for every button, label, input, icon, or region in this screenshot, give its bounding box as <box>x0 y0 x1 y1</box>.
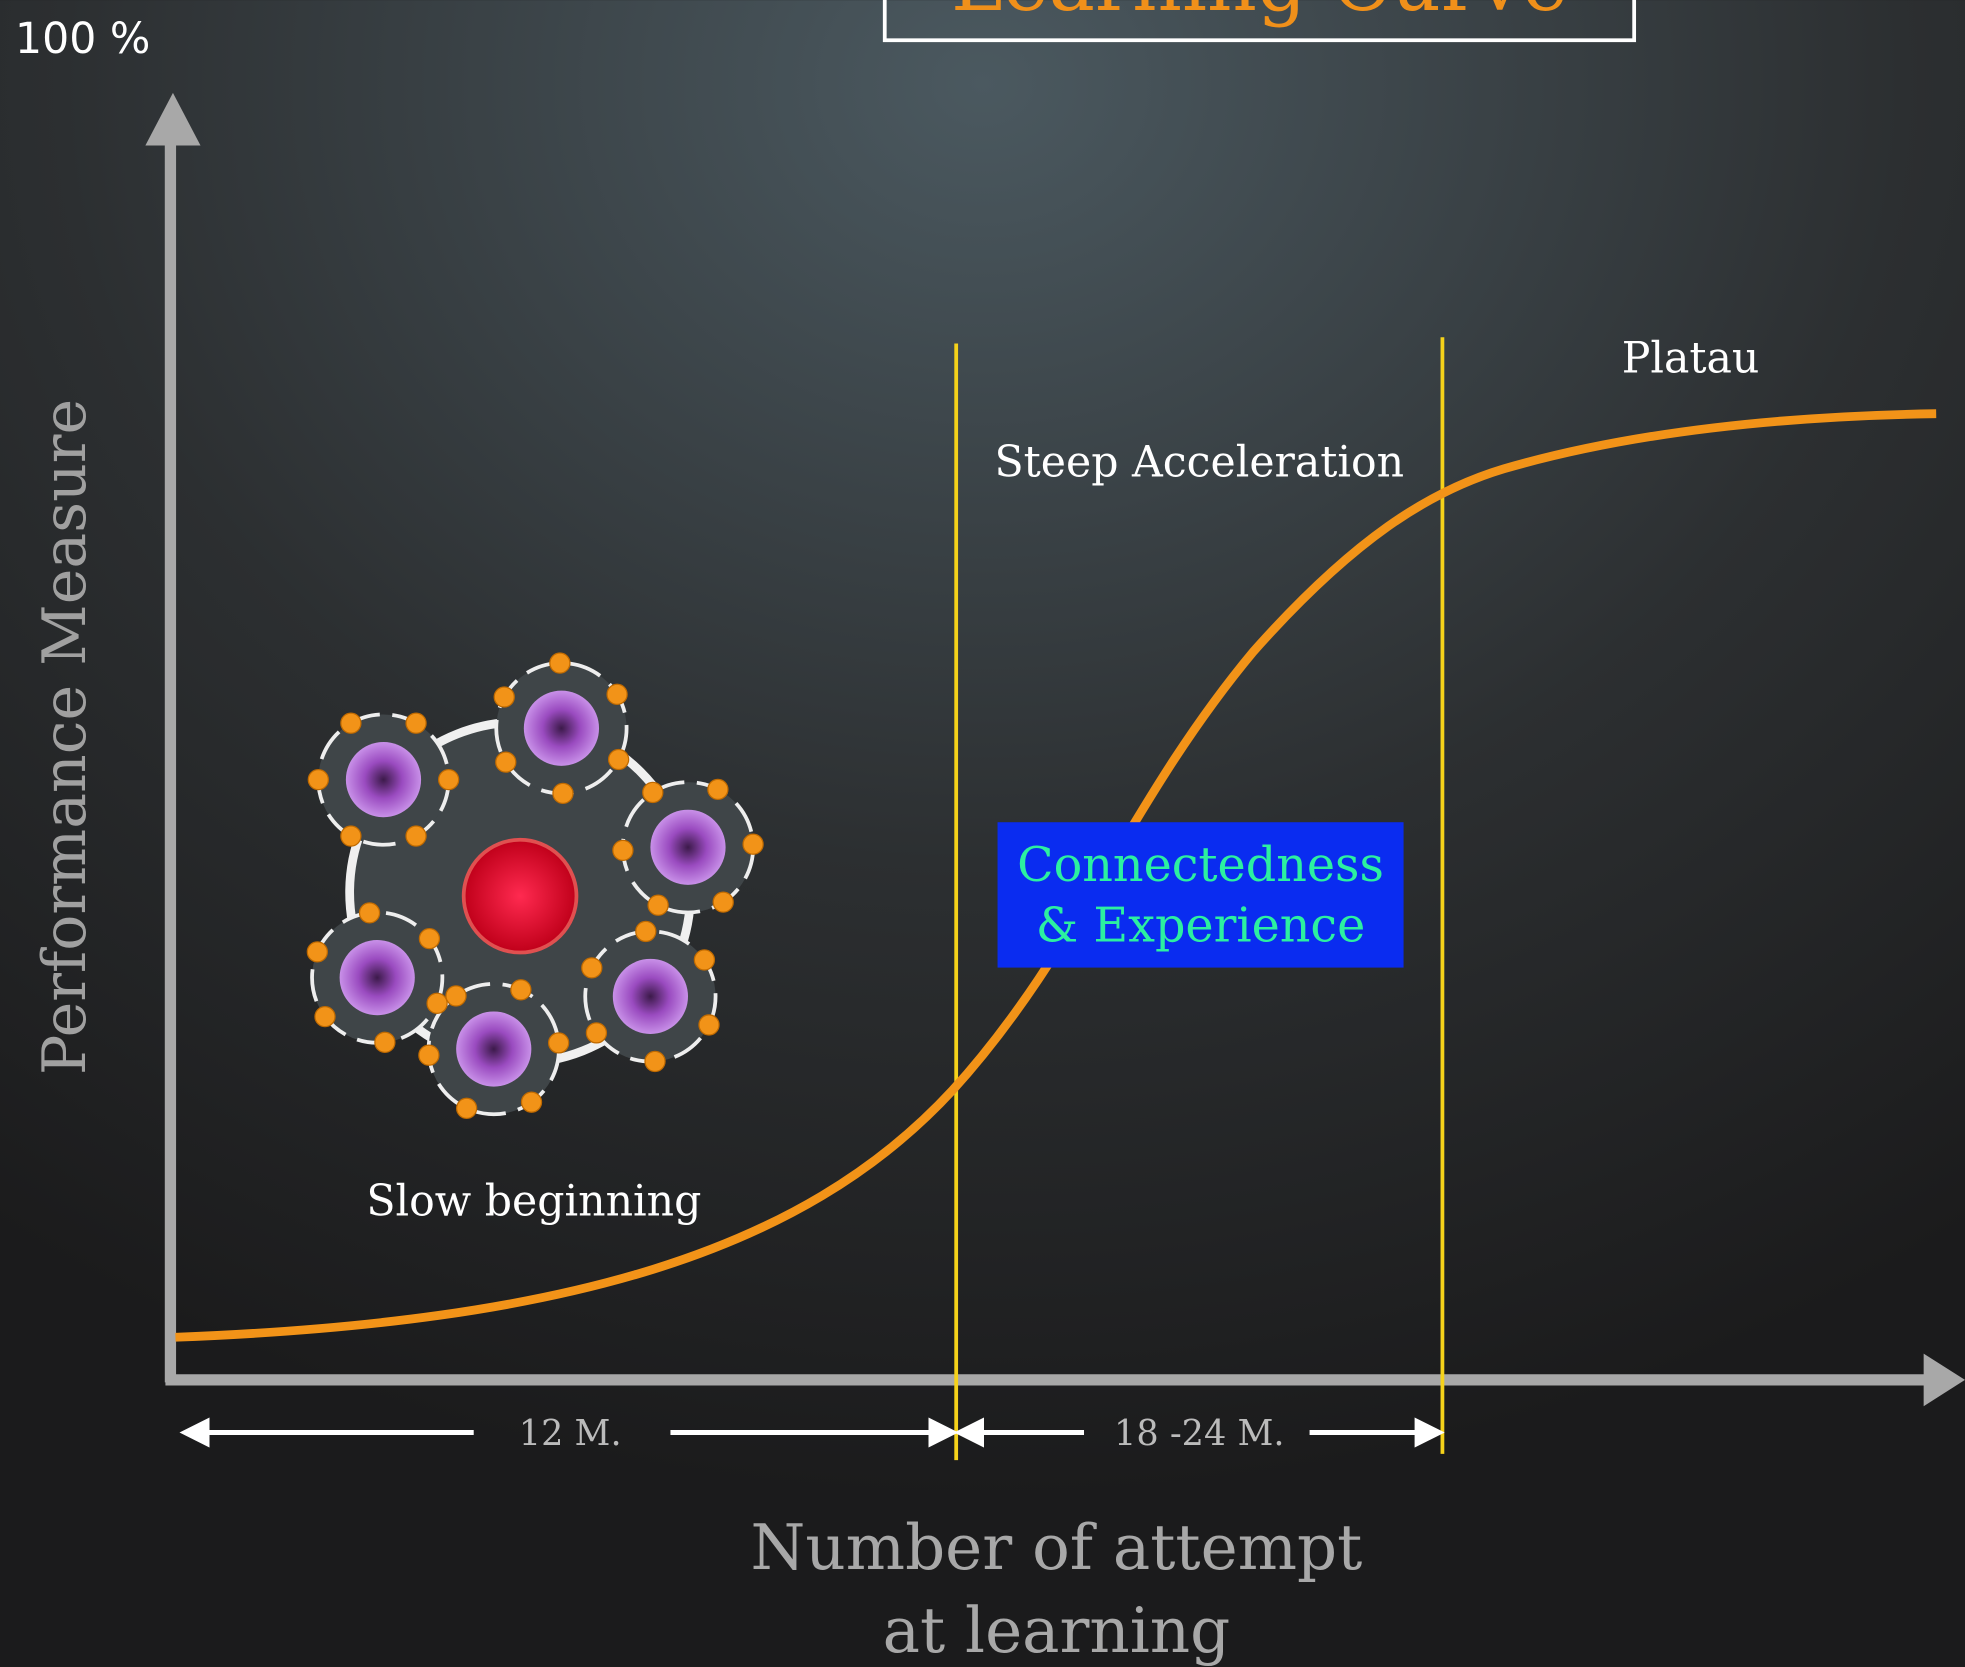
atom <box>345 742 422 818</box>
title: Learning Curve <box>951 0 1568 29</box>
electron <box>635 920 657 943</box>
electron <box>644 1050 666 1073</box>
electron <box>606 683 628 705</box>
duration-label: 18 -24 M. <box>1114 1413 1285 1454</box>
electron <box>495 751 517 773</box>
y-top-label: 100 % <box>15 14 150 64</box>
electron <box>445 985 467 1007</box>
atom <box>339 940 415 1016</box>
electron <box>612 839 634 862</box>
x-axis-label: Number of attempt <box>751 1511 1363 1584</box>
learning-curve <box>175 409 1937 1342</box>
electron <box>306 941 328 963</box>
callout-text: & Experience <box>1036 898 1365 953</box>
electron <box>712 891 734 913</box>
electron <box>307 768 329 791</box>
electron <box>418 927 441 950</box>
callout-text: Connectedness <box>1017 838 1384 893</box>
atom <box>456 1011 532 1087</box>
electron <box>340 712 362 734</box>
y-axis-arrow <box>145 92 201 146</box>
electron <box>693 949 716 971</box>
electron <box>405 712 427 734</box>
electron <box>581 957 603 979</box>
electron <box>493 686 515 708</box>
atom <box>523 690 600 766</box>
y-axis-label: Performance Measure <box>30 399 100 1075</box>
phase-label: Steep Acceleration <box>995 437 1405 487</box>
electron <box>358 902 381 924</box>
electron <box>547 1032 570 1054</box>
electron <box>426 992 448 1014</box>
molecule-nucleus <box>461 837 579 955</box>
atom <box>612 958 689 1035</box>
x-axis-label: at learning <box>883 1594 1231 1667</box>
electron <box>418 1044 440 1066</box>
electron <box>742 833 764 855</box>
atom <box>650 809 726 885</box>
electron <box>374 1031 396 1053</box>
electron <box>405 825 427 847</box>
callout-box <box>997 822 1404 968</box>
electron <box>698 1014 720 1036</box>
electron <box>437 768 460 791</box>
electron <box>510 979 532 1001</box>
x-axis-arrow <box>1923 1353 1965 1407</box>
molecule-illustration <box>306 652 764 1119</box>
electron <box>314 1005 336 1028</box>
electron <box>607 748 630 771</box>
electron <box>552 782 574 805</box>
electron <box>642 781 664 804</box>
phase-label: Platau <box>1622 333 1760 383</box>
title-box <box>882 0 1637 43</box>
electron <box>707 778 729 801</box>
electron <box>520 1091 543 1113</box>
electron <box>340 825 362 847</box>
electron <box>455 1097 478 1119</box>
duration-label: 12 M. <box>519 1413 622 1454</box>
electron <box>549 652 571 674</box>
phase-label: Slow beginning <box>366 1177 701 1227</box>
electron <box>647 894 669 916</box>
electron <box>585 1022 608 1044</box>
